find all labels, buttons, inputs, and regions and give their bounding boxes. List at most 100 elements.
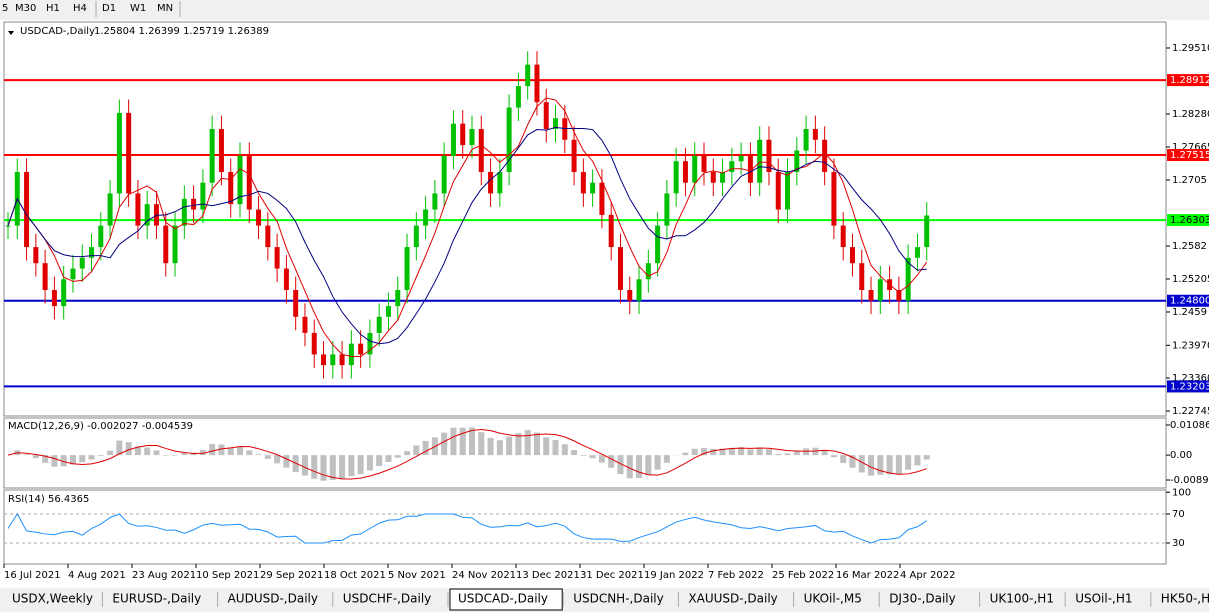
candle: [200, 182, 206, 210]
tab[interactable]: [219, 589, 332, 610]
tab[interactable]: [565, 589, 678, 610]
candle: [246, 155, 252, 210]
quote: 1.25804 1.26399 1.25719 1.26389: [94, 26, 269, 37]
candle: [617, 247, 623, 291]
candle: [775, 171, 781, 210]
macd-bar: [97, 455, 104, 456]
macd-bar: [496, 440, 503, 456]
candle: [33, 247, 39, 264]
macd-bar: [552, 440, 559, 456]
menu-arrow: [8, 31, 14, 35]
timeframe-button[interactable]: 5: [2, 3, 8, 14]
tab-label[interactable]: DJ30-,Daily: [889, 592, 956, 606]
tab-label[interactable]: AUDUSD-,Daily: [228, 592, 318, 606]
candle: [720, 171, 726, 183]
macd-bar: [728, 447, 735, 456]
timeframe-button[interactable]: H4: [73, 3, 87, 14]
macd-bar: [701, 448, 707, 456]
macd-bar: [366, 455, 373, 471]
tab[interactable]: [680, 589, 793, 610]
tab-label[interactable]: USDX,Weekly: [12, 592, 93, 606]
candle: [283, 268, 289, 291]
price-tick-label: 1.23360: [1172, 373, 1209, 384]
macd-bar: [886, 455, 893, 475]
level-label: 1.23203: [1170, 381, 1209, 392]
candle: [553, 118, 559, 130]
candle: [191, 198, 197, 210]
tab-label[interactable]: XAUUSD-,Daily: [688, 592, 777, 606]
tab[interactable]: [981, 589, 1065, 610]
candle: [636, 279, 642, 301]
candle: [914, 247, 920, 258]
macd-bar: [422, 441, 429, 456]
macd-bar: [543, 437, 550, 456]
candle: [107, 193, 113, 226]
level-label: 1.26303: [1170, 215, 1209, 226]
level-label: 1.28912: [1170, 75, 1209, 86]
macd-bar: [283, 455, 290, 468]
macd-signal: [7, 429, 927, 480]
candle: [153, 204, 159, 226]
tab[interactable]: [104, 589, 217, 610]
macd-bar: [181, 453, 188, 456]
tab[interactable]: [1067, 589, 1150, 610]
candle: [42, 263, 48, 291]
macd-bar: [51, 455, 58, 467]
timeframe-button[interactable]: D1: [102, 3, 116, 14]
date-label: 16 Jul 2021: [4, 570, 61, 581]
tab-label[interactable]: USOil-,H1: [1075, 592, 1132, 606]
date-label: 10 Sep 2021: [196, 570, 259, 581]
macd-bar: [561, 444, 568, 456]
tab[interactable]: [1152, 589, 1209, 610]
tab[interactable]: [334, 589, 447, 610]
candle: [673, 161, 679, 194]
timeframe-button[interactable]: W1: [130, 3, 146, 14]
date-label: 7 Feb 2022: [708, 570, 764, 581]
timeframe-button[interactable]: H1: [46, 3, 60, 14]
rsi-tick-label: 30: [1172, 538, 1185, 549]
candle: [580, 171, 586, 194]
macd-bar: [450, 427, 457, 456]
candle: [126, 112, 132, 194]
level-label: 1.27515: [1170, 150, 1209, 161]
symbol: USDCAD-,Daily: [20, 26, 95, 37]
tab-label[interactable]: USDCHF-,Daily: [343, 592, 431, 606]
macd-bar: [682, 452, 689, 456]
macd-bar: [571, 450, 578, 456]
tab-active[interactable]: [449, 588, 563, 611]
macd-bar: [32, 455, 39, 459]
date-label: 19 Jan 2022: [644, 570, 704, 581]
timeframe-button[interactable]: MN: [157, 3, 173, 14]
macd-bar: [830, 455, 837, 458]
candle: [710, 171, 716, 183]
tab-label[interactable]: USDCNH-,Daily: [573, 592, 664, 606]
tab-label[interactable]: EURUSD-,Daily: [112, 592, 201, 606]
macd-bar: [858, 455, 865, 473]
date-label: 25 Feb 2022: [772, 570, 834, 581]
macd-bar: [747, 449, 754, 456]
macd-bar: [134, 446, 141, 456]
macd-bar: [274, 455, 281, 464]
level-label-box: [1167, 74, 1209, 87]
tab-label[interactable]: UK100-,H1: [990, 592, 1054, 606]
macd-bar: [524, 430, 531, 456]
macd-bar: [162, 455, 169, 456]
candle: [385, 306, 391, 317]
tab-label[interactable]: USDCAD-,Daily: [458, 592, 548, 606]
macd-tick-label: -0.008974: [1170, 475, 1209, 486]
tab[interactable]: [795, 589, 879, 610]
macd-bar: [756, 447, 763, 456]
candle: [655, 225, 661, 264]
tab-label[interactable]: UKOil-,M5: [804, 592, 862, 606]
rsi-label: RSI(14) 56.4365: [8, 494, 89, 505]
timeframe-button[interactable]: M30: [15, 3, 36, 14]
tab[interactable]: [881, 589, 979, 610]
level-label-box: [1167, 214, 1209, 227]
candle: [376, 316, 382, 333]
macd-bar: [218, 444, 225, 456]
macd-bar: [459, 427, 466, 456]
candle: [831, 171, 837, 226]
tab[interactable]: [4, 589, 102, 610]
macd-bar: [23, 454, 30, 456]
tab-label[interactable]: HK50-,H1: [1161, 592, 1209, 606]
